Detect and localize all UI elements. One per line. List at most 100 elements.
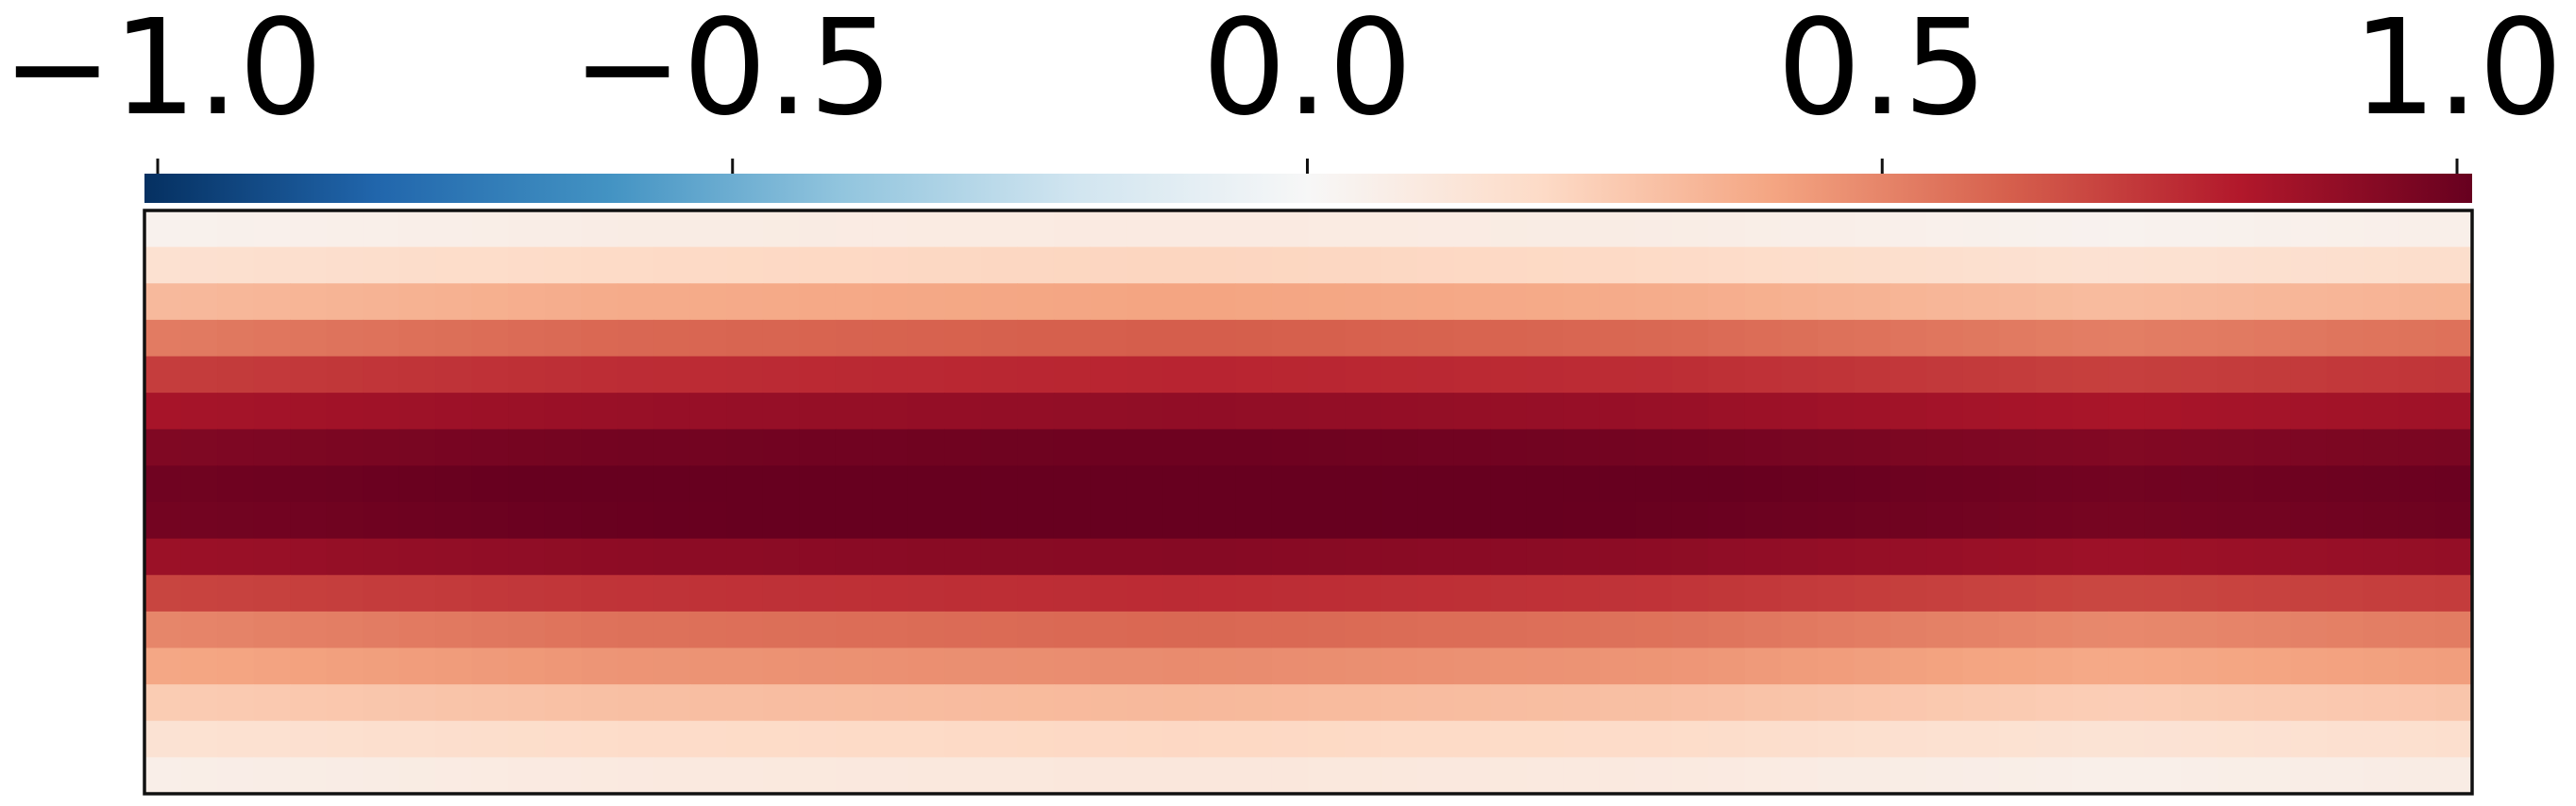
heatmap-cell [1417,611,1455,649]
heatmap-cell [1126,647,1164,685]
heatmap-cell [253,720,291,758]
colorbar: −1.0 −0.5 0.0 0.5 1.0 [2,0,2563,203]
heatmap-cell [726,757,764,795]
heatmap-cell [1126,684,1164,722]
heatmap-cell [835,538,873,576]
heatmap-cell [1926,283,1964,321]
heatmap-cell [180,428,218,466]
heatmap-cell [581,428,619,466]
heatmap-cell [1854,356,1891,394]
heatmap-cell [544,319,582,358]
heatmap-cell [2108,428,2145,466]
heatmap-cell [1235,502,1273,540]
heatmap-cell [180,210,218,248]
heatmap-cell [944,647,982,685]
heatmap-cell [217,684,255,722]
heatmap-cell [2035,684,2073,722]
heatmap-cell [1817,684,1855,722]
heatmap-cell [1235,684,1273,722]
heatmap-cell [290,575,328,613]
heatmap-cell [1126,428,1164,466]
heatmap-cell [1017,283,1055,321]
heatmap-cell [617,720,654,758]
heatmap-cell [1563,246,1601,284]
heatmap-cell [144,575,182,613]
heatmap-cell [980,393,1018,430]
heatmap-cell [1053,684,1092,722]
heatmap-cell [980,575,1018,613]
heatmap-cell [253,647,291,685]
heatmap-cell [2363,757,2400,795]
heatmap-cell [2144,538,2182,576]
heatmap-cell [835,757,873,795]
heatmap-cell [290,356,328,394]
heatmap-cell [363,538,400,576]
heatmap-cell [2144,283,2182,321]
heatmap-cell [1817,428,1855,466]
heatmap-cell [1926,356,1964,394]
heatmap-cell [872,611,909,649]
heatmap-cell [1671,575,1709,613]
heatmap-cell [2108,684,2145,722]
heatmap-cell [581,538,619,576]
heatmap-cell [2180,647,2218,685]
heatmap-cell [1781,757,1819,795]
heatmap-cell [435,684,473,722]
heatmap-cell [799,246,837,284]
heatmap-cell [1635,502,1673,540]
heatmap-cell [1490,575,1528,613]
heatmap-cell [217,210,255,248]
heatmap-cell [1381,210,1418,248]
heatmap-cell [1271,575,1310,613]
heatmap-cell [2144,210,2182,248]
heatmap-cell [907,684,945,722]
heatmap-cell [1635,647,1673,685]
heatmap-cell [1162,210,1200,248]
heatmap-cell [762,647,800,685]
heatmap-cell [1744,283,1782,321]
heatmap-cell [1271,428,1310,466]
heatmap-cell [1417,465,1455,503]
heatmap-cell [2072,428,2110,466]
heatmap-cell [2290,210,2328,248]
heatmap-cell [1962,647,2000,685]
heatmap-cell [2253,502,2292,540]
heatmap-cell [435,210,473,248]
heatmap-cell [980,319,1018,358]
heatmap-cell [2108,356,2145,394]
heatmap-cell [799,283,837,321]
heatmap-cell [2180,210,2218,248]
heatmap-cell [1926,575,1964,613]
heatmap-cell [907,210,945,248]
heatmap-cell [799,575,837,613]
heatmap-cell [581,283,619,321]
heatmap-cell [835,283,873,321]
heatmap-cell [217,502,255,540]
heatmap-cell [1162,684,1200,722]
heatmap-cell [1345,393,1382,430]
heatmap-cell [544,647,582,685]
heatmap-cell [1381,647,1418,685]
heatmap-cell [2326,393,2364,430]
heatmap-cell [1235,720,1273,758]
heatmap-cell [1999,611,2037,649]
heatmap-cell [980,720,1018,758]
heatmap-cell [1162,465,1200,503]
heatmap-cell [581,393,619,430]
heatmap-cell [1271,611,1310,649]
heatmap-cell [2144,356,2182,394]
heatmap-cell [1671,356,1709,394]
heatmap-cell [2290,575,2328,613]
heatmap-cell [2290,720,2328,758]
heatmap-cell [2180,757,2218,795]
heatmap-cell [2035,538,2073,576]
heatmap-cell [363,502,400,540]
heatmap-cell [1198,720,1237,758]
heatmap-cell [2180,319,2218,358]
heatmap-cell [326,428,364,466]
heatmap-cell [2072,611,2110,649]
heatmap-cell [217,428,255,466]
heatmap-cell [2363,538,2400,576]
heatmap-cell [1017,465,1055,503]
heatmap-cell [1453,428,1491,466]
